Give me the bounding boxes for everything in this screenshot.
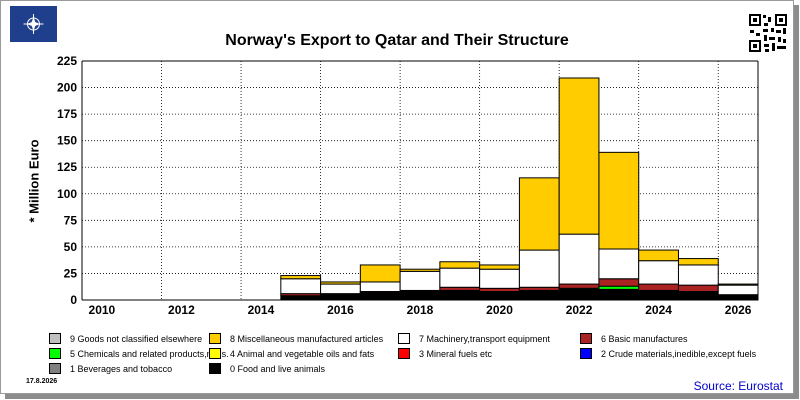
bar-segment [677, 258, 719, 266]
bar-segment [717, 283, 759, 286]
x-tick-label: 2026 [725, 303, 752, 317]
bar-segment [677, 284, 719, 293]
y-tick-label: 100 [57, 187, 77, 201]
bar-segment [439, 289, 481, 301]
bar-segment [558, 288, 600, 301]
qr-code-icon [748, 13, 788, 53]
bar-segment [399, 268, 441, 272]
legend-swatch [209, 348, 221, 359]
legend-label: 3 Mineral fuels etc [419, 349, 493, 359]
legend-label: 2 Crude materials,inedible,except fuels [601, 349, 757, 359]
bar-segment [320, 281, 361, 285]
bar-segment [558, 233, 600, 285]
legend-label: 8 Miscellaneous manufactured articles [230, 334, 384, 344]
axes: 0 25 50 75 100 125 150 175 200 225 2010 2012 2014 201… [57, 54, 759, 317]
chart-frame: Norway's Export to Qatar and Their Struc… [0, 0, 794, 394]
legend-swatch [49, 363, 61, 374]
bar-segment [558, 283, 600, 289]
legend-swatch [580, 348, 592, 359]
bar-segment [320, 283, 361, 295]
bar-segment [598, 151, 640, 250]
bar-segment [717, 284, 759, 296]
legend-label: 0 Food and live animals [230, 364, 326, 374]
y-tick-label: 50 [64, 240, 78, 254]
bar-segment [717, 295, 759, 301]
legend-swatch [398, 333, 410, 344]
bar-segment [479, 291, 520, 301]
bar-segment [638, 289, 679, 301]
legend-label: 6 Basic manufactures [601, 334, 688, 344]
x-tick-label: 2022 [566, 303, 593, 317]
bar-segment [518, 249, 560, 288]
bar-segment [399, 270, 441, 291]
bar-segment [439, 261, 481, 269]
legend-swatch [580, 333, 592, 344]
y-tick-label: 200 [57, 81, 77, 95]
source-label: Source: Eurostat [693, 379, 783, 393]
bar-segment [280, 278, 322, 295]
nato-compass-logo-icon-graphic [23, 14, 44, 34]
x-tick-label: 2016 [327, 303, 354, 317]
bar-segment [518, 177, 560, 251]
bar-segment [638, 283, 679, 291]
bar-segment [598, 288, 640, 301]
bars [280, 77, 759, 301]
legend-swatch [49, 348, 61, 359]
x-tick-label: 2012 [168, 303, 195, 317]
legend-swatch [209, 363, 221, 374]
legend-label: 5 Chemicals and related products,n.e.s. [70, 349, 229, 359]
x-tick-label: 2024 [645, 303, 672, 317]
bar-segment [638, 249, 679, 262]
qr-code-icon-graphic [748, 13, 788, 53]
legend-label: 1 Beverages and tobacco [70, 364, 173, 374]
bar-segment [677, 291, 719, 301]
bar-segment [479, 264, 520, 270]
bar-segment [359, 281, 401, 293]
legend-swatch [209, 333, 221, 344]
legend-label: 9 Goods not classified elsewhere [70, 334, 203, 344]
bar-segment [280, 275, 322, 280]
bar-segment [399, 291, 441, 301]
chart-plot: 0 25 50 75 100 125 150 175 200 225 2010 2012 2014 201… [57, 54, 759, 317]
y-tick-label: 225 [57, 54, 77, 68]
x-tick-label: 2018 [407, 303, 434, 317]
legend-label: 7 Machinery,transport equipment [419, 334, 550, 344]
bar-segment [479, 268, 520, 289]
bar-segment [359, 292, 401, 301]
x-tick-label: 2010 [89, 303, 116, 317]
y-tick-label: 175 [57, 107, 77, 121]
nato-compass-logo-icon [10, 6, 57, 42]
chart-title: Norway's Export to Qatar and Their Struc… [225, 32, 569, 49]
x-tick-label: 2020 [486, 303, 513, 317]
y-tick-label: 75 [64, 213, 78, 227]
legend-swatch [49, 333, 61, 344]
y-tick-label: 125 [57, 160, 77, 174]
bar-segment [320, 294, 361, 301]
date-stamp: 17.8.2026 [26, 378, 58, 385]
bar-segment [518, 289, 560, 301]
y-tick-label: 0 [70, 293, 77, 307]
bar-segment [598, 278, 640, 287]
y-tick-label: 150 [57, 134, 77, 148]
bar-segment [280, 295, 322, 301]
bar-segment [439, 267, 481, 288]
bar-segment [638, 260, 679, 285]
bar-segment [598, 248, 640, 280]
bar-segment [359, 264, 401, 283]
bar-segment [677, 264, 719, 286]
y-tick-label: 25 [64, 266, 78, 280]
x-tick-label: 2014 [248, 303, 275, 317]
bar-segment [558, 77, 600, 235]
legend-label: 4 Animal and vegetable oils and fats [230, 349, 375, 359]
legend-swatch [398, 348, 410, 359]
